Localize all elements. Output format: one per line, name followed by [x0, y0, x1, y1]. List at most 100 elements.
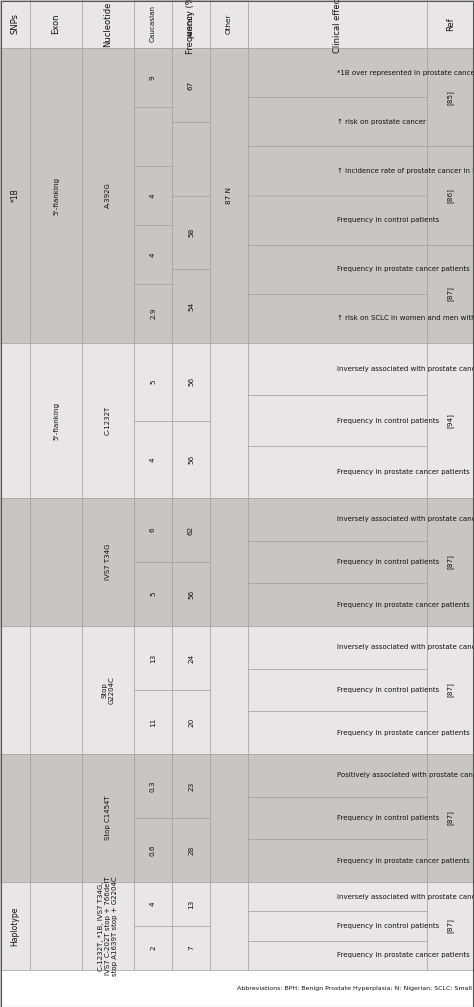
Bar — [248, 498, 427, 541]
Text: 62: 62 — [188, 526, 194, 535]
Bar — [210, 48, 248, 343]
Bar — [134, 498, 172, 562]
Text: 5: 5 — [150, 592, 156, 596]
Bar — [134, 690, 172, 754]
Text: Frequency in prostate cancer patients: Frequency in prostate cancer patients — [337, 858, 470, 864]
Bar — [0, 626, 30, 754]
Text: Frequency in control patients: Frequency in control patients — [337, 559, 440, 565]
Bar — [427, 0, 474, 48]
Bar — [172, 562, 210, 626]
Bar — [248, 0, 427, 48]
Bar — [134, 166, 172, 225]
Text: Clinical effect: Clinical effect — [333, 0, 342, 52]
Text: Frequency in prostate cancer patients: Frequency in prostate cancer patients — [337, 953, 470, 959]
Text: Haplotype: Haplotype — [10, 906, 19, 946]
Text: Inversely associated with prostate cancer: Inversely associated with prostate cance… — [337, 893, 474, 899]
Text: 5'-flanking: 5'-flanking — [53, 176, 59, 214]
Text: *1B over represented in prostate cancer: *1B over represented in prostate cancer — [337, 69, 474, 76]
Text: 5'-flanking: 5'-flanking — [53, 402, 59, 440]
Bar — [134, 0, 172, 48]
Text: Frequency in control patients: Frequency in control patients — [337, 418, 440, 424]
Bar — [134, 818, 172, 882]
Text: [94]: [94] — [447, 413, 454, 428]
Text: 0.6: 0.6 — [150, 844, 156, 856]
Text: 4: 4 — [150, 901, 156, 906]
Text: Stop
G2204C: Stop G2204C — [101, 676, 115, 704]
Text: 4: 4 — [150, 457, 156, 461]
Bar — [427, 498, 474, 626]
Text: 24: 24 — [188, 654, 194, 663]
Bar — [0, 0, 30, 48]
Text: 56: 56 — [188, 378, 194, 387]
Bar — [248, 911, 427, 941]
Text: Abbreviations: BPH: Benign Prostate Hyperplasia; N: Nigerian; SCLC: Small Cell L: Abbreviations: BPH: Benign Prostate Hype… — [237, 986, 474, 991]
Text: Inversely associated with prostate cancer: Inversely associated with prostate cance… — [337, 644, 474, 651]
Bar — [30, 0, 82, 48]
Bar — [248, 48, 427, 97]
Bar — [134, 562, 172, 626]
Text: [87]: [87] — [447, 683, 454, 698]
Text: Frequency in prostate cancer patients: Frequency in prostate cancer patients — [337, 730, 470, 736]
Text: [87]: [87] — [447, 555, 454, 569]
Bar — [134, 626, 172, 690]
Text: 54: 54 — [188, 301, 194, 311]
Bar — [0, 343, 30, 498]
Text: SNPs: SNPs — [10, 13, 19, 34]
Text: Frequency in control patients: Frequency in control patients — [337, 815, 440, 821]
Bar — [172, 343, 210, 421]
Bar — [427, 626, 474, 754]
Text: 0.3: 0.3 — [150, 780, 156, 792]
Text: 11: 11 — [150, 717, 156, 727]
Bar — [248, 882, 427, 911]
Text: Frequency in prostate cancer patients: Frequency in prostate cancer patients — [337, 266, 470, 272]
Text: [85]: [85] — [447, 90, 454, 105]
Bar — [82, 754, 134, 882]
Text: [86]: [86] — [447, 188, 454, 203]
Text: C-1232T, *1B, IVS7 T34G,
IVS7 C-202T stop + 766delT
stop A1639T stop + G2204C: C-1232T, *1B, IVS7 T34G, IVS7 C-202T sto… — [98, 876, 118, 976]
Bar — [248, 941, 427, 970]
Bar — [210, 0, 248, 48]
Bar — [0, 48, 30, 343]
Text: 67: 67 — [188, 81, 194, 90]
Text: 9: 9 — [150, 76, 156, 80]
Text: 6: 6 — [150, 528, 156, 533]
Text: Nucleotide: Nucleotide — [103, 1, 112, 46]
Text: Caucasian: Caucasian — [150, 5, 156, 42]
Text: 28: 28 — [188, 845, 194, 855]
Bar — [134, 343, 172, 421]
Text: 4: 4 — [150, 252, 156, 257]
Bar — [0, 970, 474, 1007]
Text: ↑ risk on prostate cancer: ↑ risk on prostate cancer — [337, 119, 427, 125]
Bar — [172, 269, 210, 343]
Bar — [172, 498, 210, 562]
Bar — [248, 797, 427, 839]
Bar — [248, 343, 427, 395]
Text: ↑ incidence rate of prostate cancer in BPH patients: ↑ incidence rate of prostate cancer in B… — [337, 168, 474, 174]
Bar — [248, 294, 427, 343]
Bar — [248, 583, 427, 626]
Text: Frequency in control patients: Frequency in control patients — [337, 218, 440, 224]
Bar — [134, 882, 172, 926]
Bar — [82, 48, 134, 343]
Text: ↑ risk on SCLC in women and men with ≥ 20 pack-years: ↑ risk on SCLC in women and men with ≥ 2… — [337, 315, 474, 321]
Text: Frequency (%): Frequency (%) — [186, 0, 195, 54]
Bar — [248, 839, 427, 882]
Bar — [427, 48, 474, 146]
Bar — [427, 343, 474, 498]
Bar — [172, 754, 210, 818]
Bar — [248, 446, 427, 498]
Bar — [210, 343, 248, 498]
Text: 56: 56 — [188, 589, 194, 598]
Bar — [30, 882, 82, 970]
Bar — [82, 882, 134, 970]
Text: 20: 20 — [188, 717, 194, 727]
Bar — [427, 754, 474, 882]
Text: Ref: Ref — [446, 17, 455, 31]
Bar — [134, 48, 172, 107]
Bar — [210, 498, 248, 626]
Text: 7: 7 — [188, 946, 194, 951]
Text: IVS7 T34G: IVS7 T34G — [105, 544, 111, 580]
Text: [87]: [87] — [447, 918, 454, 933]
Bar — [82, 343, 134, 498]
Bar — [210, 626, 248, 754]
